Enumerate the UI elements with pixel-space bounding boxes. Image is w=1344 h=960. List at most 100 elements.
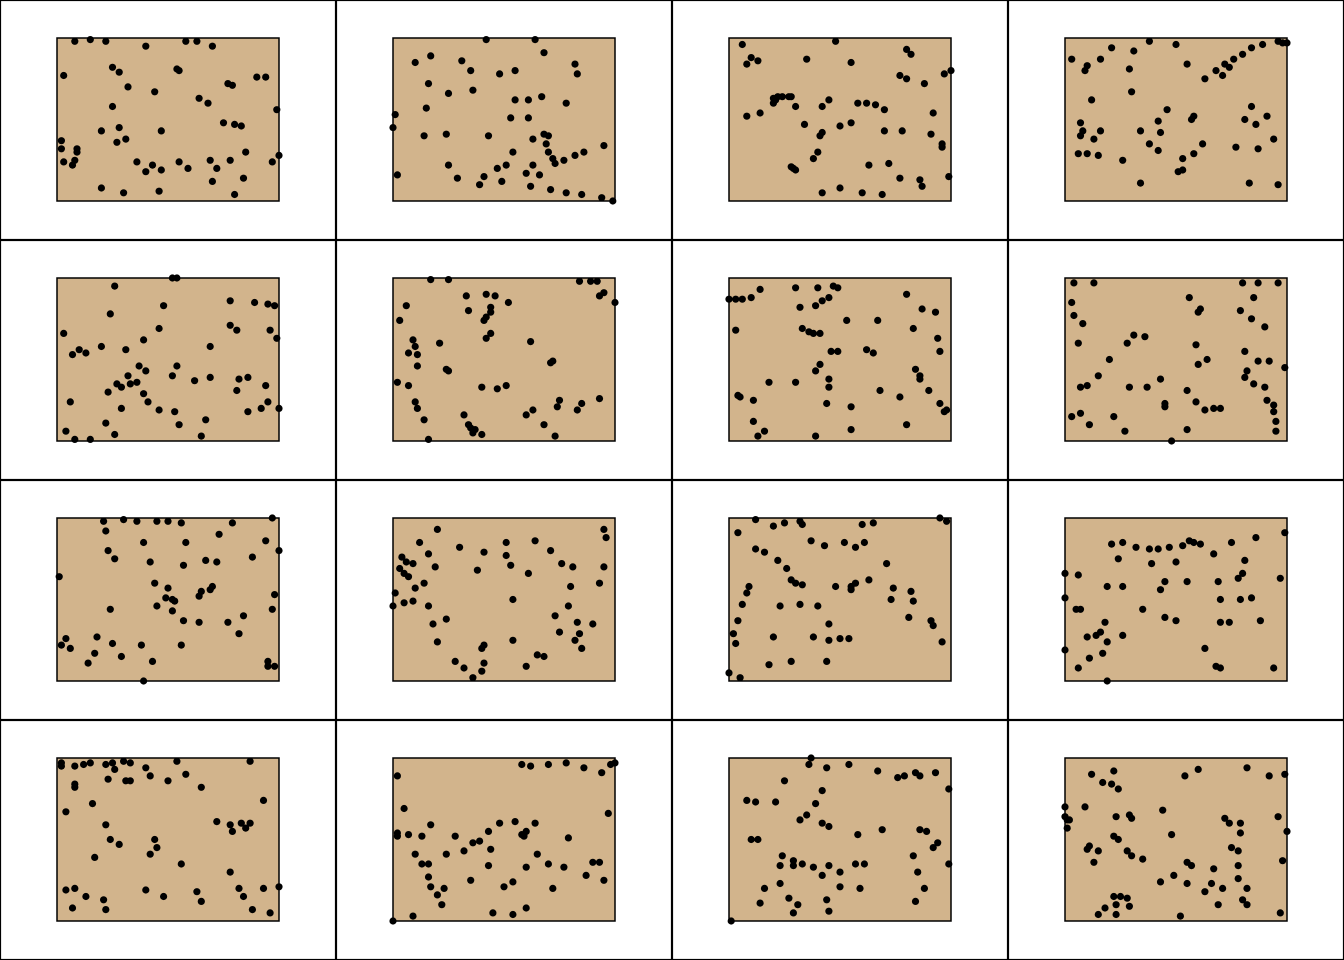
data-point: [1139, 605, 1147, 613]
data-point: [1181, 772, 1189, 780]
data-point: [544, 132, 553, 140]
data-point: [562, 759, 570, 767]
data-point: [560, 863, 568, 871]
data-point: [122, 346, 130, 354]
panel: [1007, 0, 1344, 241]
data-point: [776, 862, 784, 870]
data-point: [595, 395, 604, 403]
data-point: [148, 161, 157, 169]
data-point: [916, 826, 924, 834]
data-point: [157, 166, 165, 174]
data-point: [738, 295, 746, 303]
data-point: [1272, 417, 1280, 425]
data-point: [911, 897, 920, 906]
data-point: [792, 579, 800, 587]
data-point: [540, 421, 548, 429]
data-point: [736, 393, 744, 401]
data-point: [745, 582, 753, 591]
data-point: [484, 827, 493, 836]
data-point: [732, 326, 740, 334]
data-point: [756, 285, 764, 293]
data-point: [409, 336, 417, 344]
data-point: [845, 635, 853, 643]
data-point: [940, 70, 948, 78]
data-point: [578, 190, 586, 199]
data-point: [1161, 613, 1169, 622]
data-point: [943, 406, 951, 414]
data-point: [1183, 578, 1191, 586]
data-point: [427, 52, 435, 60]
data-point: [582, 871, 590, 880]
data-point: [1236, 829, 1244, 837]
data-point: [1121, 427, 1129, 435]
data-point: [171, 408, 179, 416]
data-point: [562, 99, 570, 107]
data-point: [1119, 538, 1127, 547]
data-point: [743, 60, 751, 68]
data-point: [847, 403, 855, 411]
data-point: [929, 109, 937, 117]
data-point: [600, 525, 608, 534]
data-point: [117, 652, 125, 661]
data-point: [469, 674, 477, 682]
data-point: [509, 878, 517, 886]
data-point: [1239, 569, 1247, 578]
data-point: [529, 135, 537, 143]
data-point: [780, 777, 789, 785]
data-point: [173, 757, 181, 765]
data-point: [1130, 47, 1138, 55]
data-point: [393, 171, 401, 179]
plot-area: [728, 757, 952, 922]
data-point: [1094, 372, 1102, 380]
data-point: [587, 277, 595, 285]
data-point: [522, 662, 530, 670]
data-point: [80, 760, 88, 769]
data-point: [869, 349, 877, 357]
data-point: [273, 334, 281, 342]
panel: [335, 239, 673, 481]
data-point: [502, 161, 510, 169]
data-point: [467, 876, 475, 884]
data-point: [1119, 156, 1127, 164]
data-point: [1272, 427, 1280, 435]
data-point: [1214, 901, 1222, 909]
data-point: [126, 759, 134, 767]
data-point: [1190, 538, 1198, 547]
data-point: [732, 295, 740, 303]
data-point: [451, 832, 459, 840]
data-point: [239, 892, 248, 901]
data-point: [231, 190, 239, 199]
data-point: [920, 884, 929, 893]
data-point: [555, 628, 564, 636]
data-point: [1139, 855, 1147, 863]
data-point: [213, 558, 221, 566]
data-point: [442, 615, 450, 623]
data-point: [1076, 119, 1085, 127]
data-point: [760, 427, 769, 435]
data-point: [1216, 618, 1224, 626]
data-point: [529, 406, 537, 414]
data-point: [887, 595, 895, 604]
data-point: [1163, 106, 1171, 114]
data-point: [1068, 413, 1076, 421]
data-point: [1101, 904, 1109, 912]
data-point: [164, 584, 172, 592]
data-point: [825, 96, 833, 104]
data-point: [1243, 901, 1251, 909]
data-point: [604, 809, 612, 818]
data-point: [226, 297, 234, 305]
data-point: [71, 762, 79, 770]
data-point: [880, 106, 889, 114]
data-point: [491, 292, 499, 300]
data-point: [1123, 847, 1131, 855]
data-point: [602, 534, 610, 542]
data-point: [233, 386, 241, 395]
data-point: [115, 124, 123, 132]
data-point: [104, 775, 112, 783]
data-point: [235, 375, 243, 383]
data-point: [783, 564, 791, 573]
data-point: [246, 757, 254, 765]
data-point: [769, 633, 778, 641]
data-point: [1261, 383, 1269, 391]
data-point: [896, 71, 904, 80]
